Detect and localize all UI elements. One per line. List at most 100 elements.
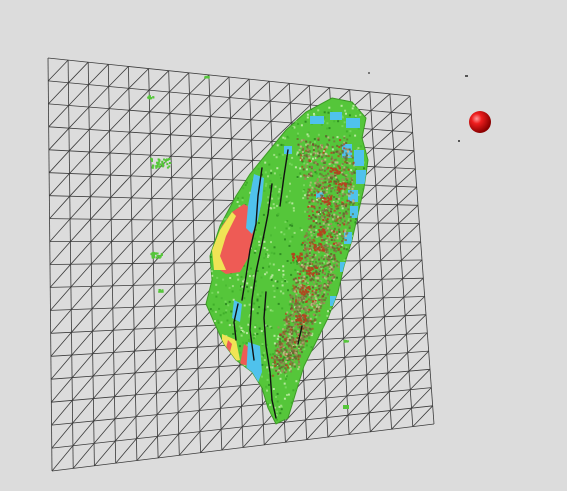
terrain-speckle xyxy=(269,137,272,140)
terrain-speckle xyxy=(330,205,333,208)
mountain-speckle xyxy=(304,245,306,248)
terrain-speckle xyxy=(250,158,253,161)
grid-line-diagonal xyxy=(384,296,405,317)
grid-line-diagonal xyxy=(229,78,250,98)
islet-point xyxy=(161,290,164,293)
terrain-speckle xyxy=(275,104,278,107)
mountain-speckle xyxy=(324,221,327,224)
terrain-speckle xyxy=(320,354,323,357)
terrain-speckle xyxy=(302,272,305,275)
grid-line-diagonal xyxy=(132,263,154,286)
terrain-speckle xyxy=(279,377,282,380)
terrain-speckle xyxy=(277,212,280,215)
mountain-speckle xyxy=(286,311,289,314)
terrain-speckle xyxy=(228,286,231,289)
mountain-speckle xyxy=(338,216,341,219)
grid-line-diagonal xyxy=(114,372,136,397)
terrain-speckle xyxy=(231,404,234,407)
mountain-speckle xyxy=(281,342,283,345)
mountain-speckle xyxy=(298,361,300,363)
mountain-speckle xyxy=(295,302,298,305)
peak-speckle xyxy=(321,249,324,252)
terrain-speckle xyxy=(276,337,279,340)
terrain-speckle xyxy=(315,172,318,175)
terrain-speckle xyxy=(306,102,309,105)
mountain-speckle xyxy=(346,231,349,234)
mountain-speckle xyxy=(327,205,330,208)
mountain-speckle xyxy=(321,154,324,157)
terrain-speckle xyxy=(237,171,239,174)
terrain-speckle xyxy=(319,408,322,411)
mountain-speckle xyxy=(343,166,346,169)
mountain-speckle xyxy=(310,239,313,242)
mountain-speckle xyxy=(306,334,309,337)
grid-line-diagonal xyxy=(232,160,253,181)
terrain-speckle xyxy=(247,385,250,388)
terrain-speckle xyxy=(253,275,256,278)
mountain-speckle xyxy=(287,325,290,328)
mountain-speckle xyxy=(309,184,312,187)
terrain-speckle xyxy=(304,210,306,213)
terrain-speckle xyxy=(271,274,274,277)
mountain-speckle xyxy=(332,260,335,263)
mountain-speckle xyxy=(302,325,305,328)
mountain-speckle xyxy=(285,343,288,345)
terrain-speckle xyxy=(363,387,366,390)
terrain-speckle xyxy=(305,393,308,396)
mountain-speckle xyxy=(283,330,286,333)
terrain-speckle xyxy=(276,410,279,413)
terrain-speckle xyxy=(265,413,268,416)
mountain-speckle xyxy=(304,277,307,280)
grid-line-diagonal xyxy=(194,241,215,264)
grid-line-diagonal xyxy=(115,438,137,464)
mountain-speckle xyxy=(328,238,331,241)
terrain-speckle xyxy=(242,341,245,344)
mountain-speckle xyxy=(281,335,284,338)
mountain-speckle xyxy=(308,248,311,251)
terrain-speckle xyxy=(290,273,293,276)
terrain-speckle xyxy=(256,299,259,302)
mountain-speckle xyxy=(287,319,290,322)
peak-speckle xyxy=(328,198,331,201)
red-sphere-marker[interactable] xyxy=(469,111,491,133)
mountain-speckle xyxy=(318,184,321,187)
terrain-speckle xyxy=(232,387,235,390)
terrain-speckle xyxy=(244,184,247,186)
terrain-speckle xyxy=(317,396,320,399)
terrain-speckle xyxy=(225,309,228,312)
mountain-speckle xyxy=(282,331,285,334)
grid-line-diagonal xyxy=(72,398,94,424)
grid-line-diagonal xyxy=(89,130,110,153)
mountain-speckle xyxy=(342,156,345,158)
mountain-speckle xyxy=(313,231,316,234)
terrain-speckle xyxy=(218,159,221,162)
mountain-speckle xyxy=(318,269,321,272)
grid-line-diagonal xyxy=(47,59,69,82)
terrain-speckle xyxy=(279,107,282,110)
mountain-speckle xyxy=(333,209,336,212)
terrain-speckle xyxy=(236,122,239,125)
terrain-speckle xyxy=(351,269,354,272)
mountain-speckle xyxy=(335,262,338,265)
terrain-speckle xyxy=(345,304,348,307)
mountain-speckle xyxy=(308,156,311,159)
mountain-speckle xyxy=(307,326,310,329)
mountain-speckle xyxy=(285,312,287,315)
mountain-speckle xyxy=(304,268,307,271)
mountain-speckle xyxy=(322,295,325,298)
terrain-speckle xyxy=(279,102,282,105)
islet-point xyxy=(161,161,164,164)
mountain-speckle xyxy=(321,225,324,228)
grid-line-diagonal xyxy=(210,97,231,117)
grid-line-diagonal xyxy=(68,129,90,152)
terrain-speckle xyxy=(219,132,222,135)
grid-line-diagonal xyxy=(220,385,241,409)
terrain-speckle xyxy=(312,260,315,263)
mountain-speckle xyxy=(306,234,309,237)
mountain-speckle xyxy=(337,204,340,207)
terrain-speckle xyxy=(342,381,345,384)
terrain-speckle xyxy=(292,105,295,108)
mountain-speckle xyxy=(323,299,326,302)
